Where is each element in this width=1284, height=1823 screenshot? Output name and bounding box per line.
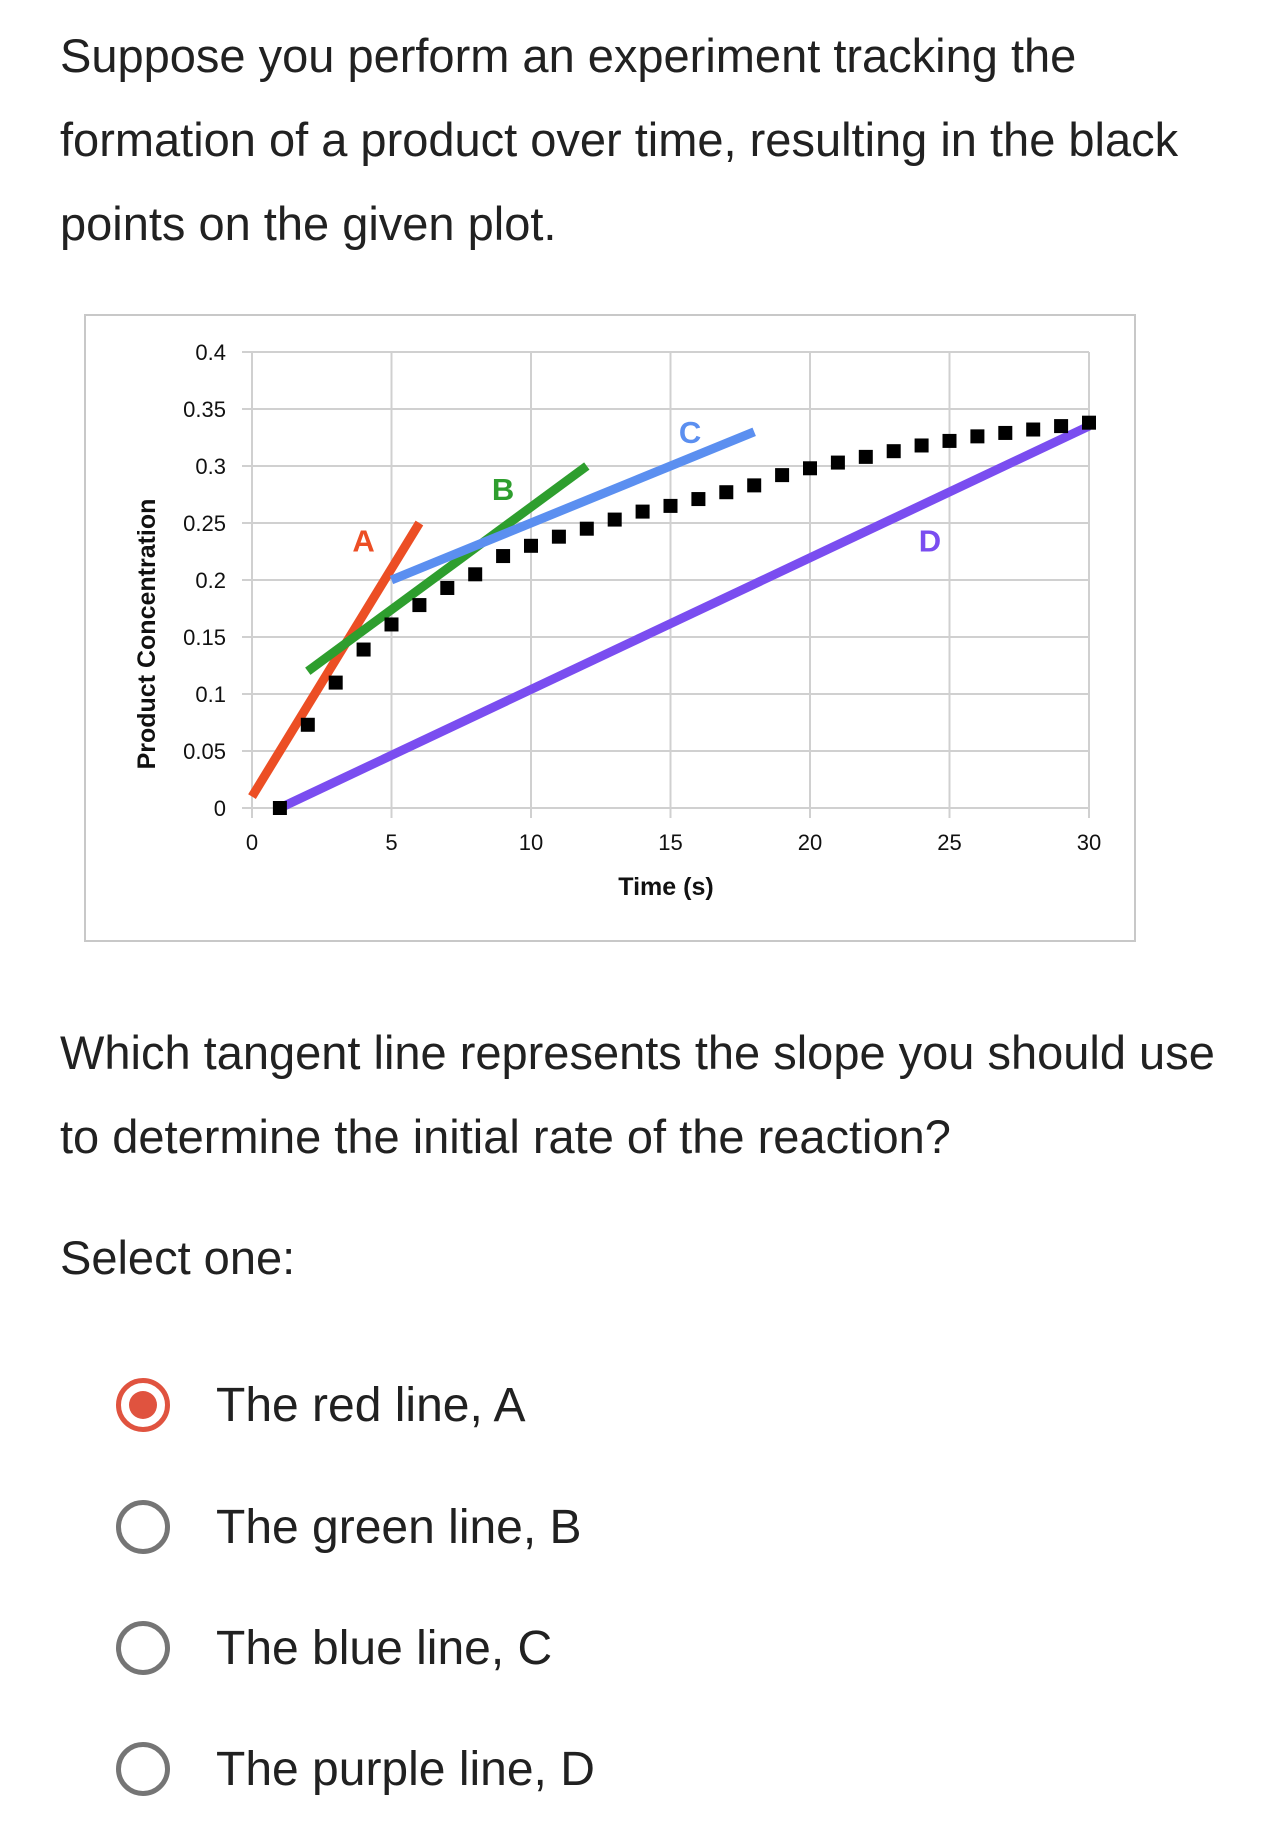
y-axis-label: Product Concentration (133, 499, 161, 770)
data-point (803, 461, 817, 476)
option-red-line-a[interactable]: The red line, A (116, 1360, 816, 1450)
select-one-label: Select one: (60, 1231, 296, 1284)
line-label-a: A (352, 524, 374, 559)
option-green-line-b[interactable]: The green line, B (116, 1482, 816, 1572)
data-point (914, 438, 929, 453)
data-point (691, 492, 706, 507)
data-point (551, 529, 566, 544)
tangent-line-blue-c (389, 427, 756, 585)
y-tick-label: 0.05 (183, 739, 226, 764)
y-tick-label: 0 (214, 796, 226, 821)
x-axis-label: Time (s) (618, 873, 713, 901)
data-point (663, 498, 678, 513)
data-point (719, 485, 734, 500)
data-point (858, 449, 873, 464)
radio-button[interactable] (116, 1742, 170, 1796)
data-point (747, 478, 762, 493)
data-point (579, 521, 594, 536)
chart: 0 0.05 0.1 0.15 0.2 0.25 0.3 0.35 0.4 0 5 10 15 20 25… (84, 314, 1136, 942)
data-point (468, 567, 483, 582)
data-point (607, 512, 622, 527)
data-point (524, 538, 538, 553)
y-tick-label: 0.2 (195, 568, 226, 593)
data-point (942, 433, 957, 448)
data-point (886, 444, 901, 459)
data-point (1054, 419, 1069, 434)
data-point (830, 455, 845, 470)
radio-button[interactable] (116, 1621, 170, 1675)
line-label-d: D (919, 524, 941, 559)
data-point (1082, 415, 1096, 430)
radio-dot (129, 1391, 157, 1419)
chart-grid (242, 351, 1090, 818)
data-point (1026, 422, 1041, 437)
data-point (970, 429, 985, 444)
option-label: The purple line, D (216, 1742, 595, 1796)
tangent-lines (248, 422, 1091, 813)
x-tick-label: 15 (658, 830, 682, 855)
chart-svg: 0 0.05 0.1 0.15 0.2 0.25 0.3 0.35 0.4 0 5 10 15 20 25… (133, 340, 1101, 901)
tangent-line-red-a (248, 520, 424, 799)
x-tick-label: 20 (798, 830, 822, 855)
y-tick-label: 0.1 (195, 682, 226, 707)
data-point (272, 801, 287, 815)
data-point (328, 675, 343, 690)
line-label-c: C (679, 415, 701, 450)
line-label-b: B (492, 472, 514, 507)
question-text: Which tangent line represents the slope … (60, 1026, 1215, 1163)
data-point (496, 549, 511, 564)
data-point (300, 717, 315, 732)
y-tick-label: 0.4 (195, 340, 226, 365)
data-point (384, 617, 399, 632)
data-point (412, 598, 427, 613)
y-tick-labels: 0 0.05 0.1 0.15 0.2 0.25 0.3 0.35 0.4 (183, 340, 226, 821)
x-tick-label: 25 (937, 830, 961, 855)
option-label: The blue line, C (216, 1621, 553, 1675)
tangent-line-purple-d (277, 422, 1091, 813)
option-label: The red line, A (216, 1378, 526, 1432)
radio-button[interactable] (116, 1500, 170, 1554)
y-tick-label: 0.25 (183, 511, 226, 536)
x-tick-label: 30 (1077, 830, 1101, 855)
data-point (440, 580, 455, 595)
y-tick-label: 0.3 (195, 454, 226, 479)
tangent-line-green-b (305, 462, 590, 675)
x-tick-label: 5 (385, 830, 397, 855)
y-tick-label: 0.35 (183, 397, 226, 422)
x-tick-labels: 0 5 10 15 20 25 30 (246, 830, 1101, 855)
data-point (635, 504, 650, 519)
data-points (272, 415, 1096, 815)
x-tick-label: 10 (519, 830, 543, 855)
x-tick-label: 0 (246, 830, 258, 855)
option-label: The green line, B (216, 1500, 582, 1554)
question-intro: Suppose you perform an experiment tracki… (60, 29, 1179, 250)
y-tick-label: 0.15 (183, 625, 226, 650)
radio-button-selected[interactable] (116, 1378, 170, 1432)
data-point (998, 425, 1013, 440)
option-blue-line-c[interactable]: The blue line, C (116, 1603, 816, 1693)
option-purple-line-d[interactable]: The purple line, D (116, 1724, 816, 1814)
data-point (356, 642, 371, 657)
line-labels: A B C D (352, 415, 941, 558)
data-point (775, 468, 790, 483)
